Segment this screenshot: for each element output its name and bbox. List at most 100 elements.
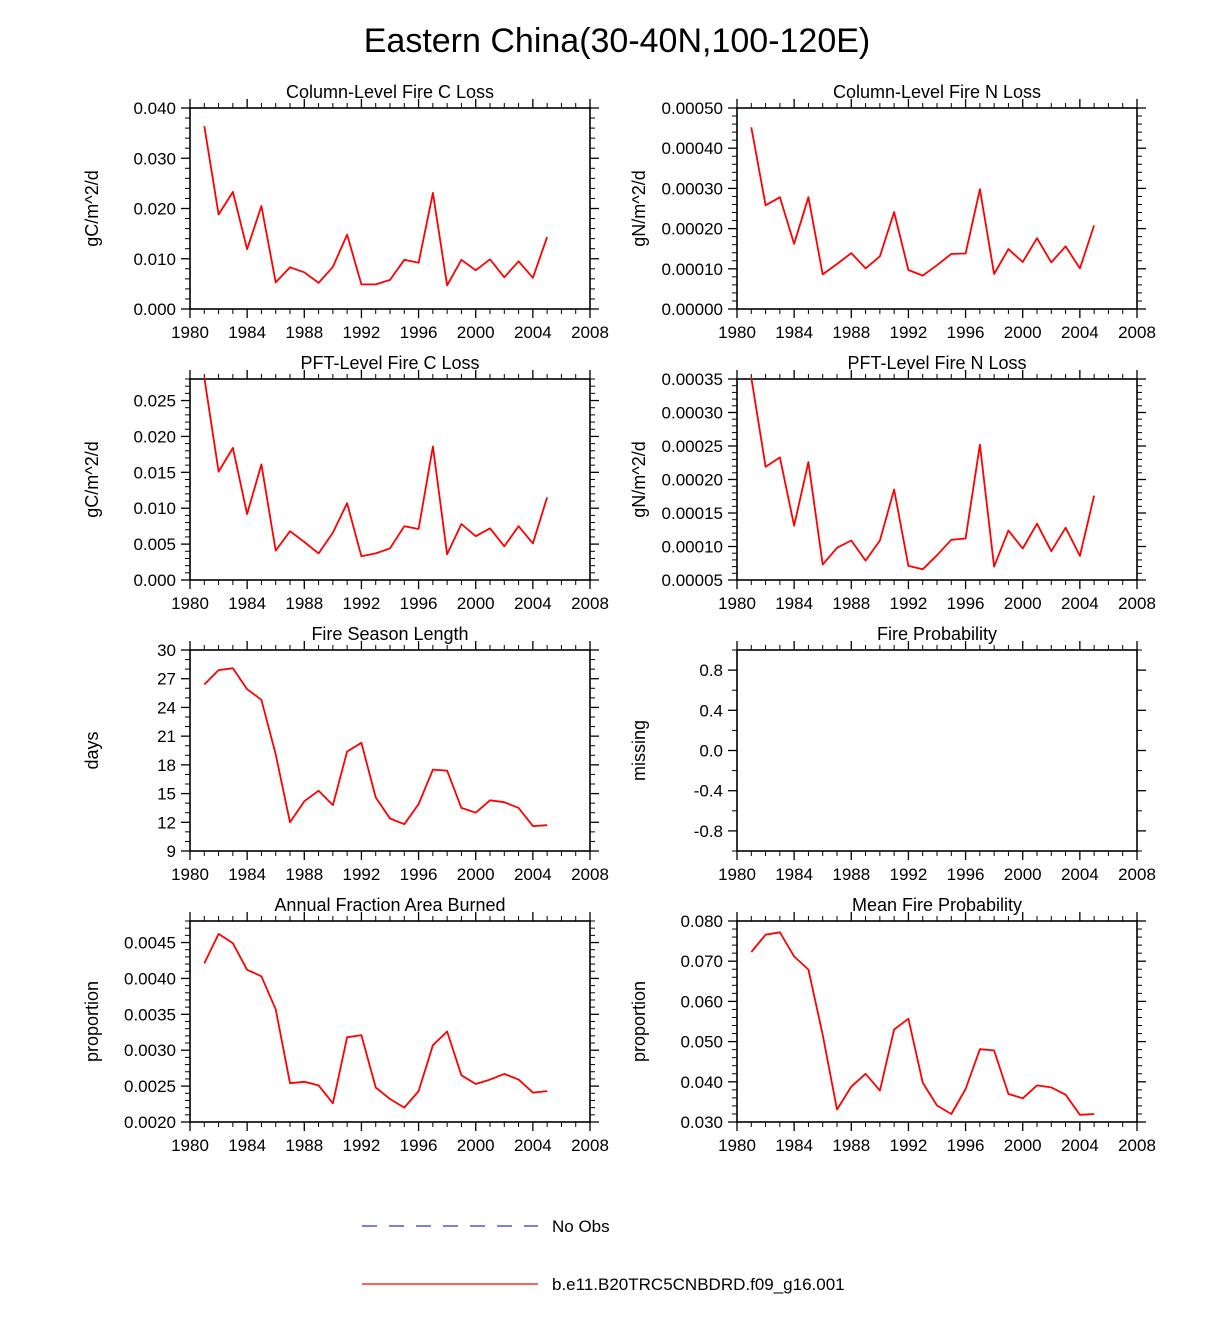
y-tick-label: 0.040 [680, 1073, 723, 1092]
y-tick-label: 0.00020 [662, 220, 723, 239]
y-tick-label: 0.00025 [662, 437, 723, 456]
x-tick-label: 1980 [171, 323, 209, 342]
series-line-model [203, 667, 548, 827]
x-tick-label: 1992 [890, 1136, 928, 1155]
y-tick-label: 0.00000 [662, 300, 723, 319]
x-tick-label: 1992 [343, 323, 381, 342]
y-tick-label: 0.015 [133, 463, 176, 482]
y-tick-label: 0.0040 [124, 969, 176, 988]
y-tick-label: 0.000 [133, 571, 176, 590]
plot-frame [736, 920, 1138, 1123]
y-tick-label: 27 [157, 670, 176, 689]
legend-item-no-obs: No Obs [362, 1217, 610, 1236]
panel-title: Column-Level Fire C Loss [286, 82, 494, 102]
y-axis-label: missing [629, 720, 649, 781]
x-tick-label: 2000 [1004, 594, 1042, 613]
x-tick-label: 2004 [514, 594, 552, 613]
legend: No Obs b.e11.B20TRC5CNBDRD.f09_g16.001 [362, 1217, 845, 1294]
x-tick-label: 2004 [1061, 1136, 1099, 1155]
y-tick-label: 0.00050 [662, 99, 723, 118]
x-tick-label: 2000 [457, 594, 495, 613]
y-tick-label: 0.0045 [124, 934, 176, 953]
y-tick-label: 0.080 [680, 912, 723, 931]
y-tick-label: 0.0 [699, 742, 723, 761]
x-tick-label: 1996 [400, 865, 438, 884]
x-tick-label: 1984 [228, 865, 266, 884]
legend-label-no-obs: No Obs [552, 1217, 610, 1236]
y-axis-label: proportion [82, 981, 102, 1062]
x-tick-label: 2008 [571, 594, 609, 613]
y-tick-label: 0.005 [133, 535, 176, 554]
x-tick-label: 1980 [718, 1136, 756, 1155]
x-tick-label: 1984 [775, 865, 813, 884]
x-tick-label: 1988 [285, 1136, 323, 1155]
panel-fire-season-length: Fire Season Length days 1980 1984 1988 1992 19… [82, 624, 609, 884]
x-tick-label: 2008 [1118, 1136, 1156, 1155]
y-tick-label: 0.00005 [662, 571, 723, 590]
page-title: Eastern China(30-40N,100-120E) [364, 22, 871, 60]
y-tick-label: 0.070 [680, 952, 723, 971]
y-tick-label: -0.4 [694, 782, 723, 801]
y-axis-label: gN/m^2/d [629, 441, 649, 517]
y-tick-label: 0.0030 [124, 1041, 176, 1060]
x-tick-label: 1988 [285, 865, 323, 884]
x-tick-label: 2004 [1061, 865, 1099, 884]
x-tick-label: 2008 [571, 323, 609, 342]
y-tick-label: 0.00010 [662, 538, 723, 557]
x-tick-label: 1992 [343, 865, 381, 884]
x-tick-label: 2004 [1061, 323, 1099, 342]
y-tick-label: 0.00040 [662, 139, 723, 158]
panel-annual-fraction-area-burned: Annual Fraction Area Burned proportion 198… [82, 895, 609, 1155]
x-tick-label: 1980 [718, 323, 756, 342]
series-line-model [750, 127, 1095, 277]
y-tick-label: 21 [157, 727, 176, 746]
x-tick-label: 1980 [171, 865, 209, 884]
series-line-model [203, 125, 548, 287]
y-tick-label: 12 [157, 813, 176, 832]
x-tick-label: 1996 [400, 594, 438, 613]
x-tick-label: 2008 [571, 1136, 609, 1155]
x-tick-label: 1996 [947, 323, 985, 342]
y-tick-label: 0.00010 [662, 260, 723, 279]
panel-pft-level-fire-n-loss: PFT-Level Fire N Loss gN/m^2/d 1980 1984 198… [629, 353, 1156, 613]
y-tick-label: 0.060 [680, 992, 723, 1011]
panel-title: PFT-Level Fire C Loss [300, 353, 479, 373]
y-tick-label: 0.0020 [124, 1113, 176, 1132]
y-tick-label: 0.050 [680, 1033, 723, 1052]
panel-fire-probability: Fire Probability missing 1980 1984 1988 1992 1… [629, 624, 1156, 884]
y-tick-label: 0.00035 [662, 370, 723, 389]
y-tick-label: 18 [157, 756, 176, 775]
x-tick-label: 1992 [343, 1136, 381, 1155]
y-tick-label: 0.040 [133, 99, 176, 118]
y-tick-label: 0.00030 [662, 179, 723, 198]
y-axis-label: proportion [629, 981, 649, 1062]
x-tick-label: 1984 [228, 1136, 266, 1155]
x-tick-label: 2004 [514, 865, 552, 884]
panel-column-level-fire-n-loss: Column-Level Fire N Loss gN/m^2/d 1980 1984… [629, 82, 1156, 342]
x-tick-label: 1984 [228, 323, 266, 342]
y-tick-label: 0.4 [699, 701, 723, 720]
x-tick-label: 1988 [285, 323, 323, 342]
x-tick-label: 1996 [947, 1136, 985, 1155]
x-tick-label: 2008 [1118, 594, 1156, 613]
y-tick-label: 0.00030 [662, 404, 723, 423]
y-tick-label: 24 [157, 698, 176, 717]
x-tick-label: 2008 [1118, 865, 1156, 884]
x-tick-label: 2004 [514, 323, 552, 342]
x-tick-label: 1988 [832, 1136, 870, 1155]
legend-label-model: b.e11.B20TRC5CNBDRD.f09_g16.001 [552, 1275, 845, 1294]
series-line-model [750, 377, 1095, 571]
series-line-model [203, 377, 548, 558]
x-tick-label: 2000 [457, 865, 495, 884]
y-tick-label: 0.020 [133, 427, 176, 446]
y-axis-label: gC/m^2/d [82, 441, 102, 517]
x-tick-label: 2004 [514, 1136, 552, 1155]
panel-column-level-fire-c-loss: Column-Level Fire C Loss gC/m^2/d 1980 1984… [82, 82, 609, 342]
plot-frame [736, 649, 1138, 852]
y-axis-label: gN/m^2/d [629, 170, 649, 246]
x-tick-label: 2008 [1118, 323, 1156, 342]
y-tick-label: 0.000 [133, 300, 176, 319]
series-line-model [203, 933, 548, 1109]
x-tick-label: 1980 [171, 1136, 209, 1155]
